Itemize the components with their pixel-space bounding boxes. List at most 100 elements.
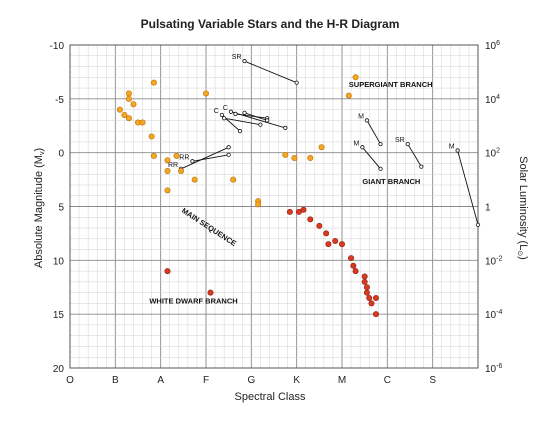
orange-star-point	[255, 201, 262, 208]
x-tick-label: S	[429, 375, 436, 386]
y-tick-label: -10	[50, 41, 65, 52]
orange-star-point	[148, 133, 155, 140]
orange-star-point	[191, 176, 198, 183]
track-end	[378, 166, 383, 171]
track-start	[242, 110, 247, 115]
y2-axis-label-end: )	[517, 256, 529, 260]
track-line	[244, 112, 268, 121]
red-star-point	[372, 311, 379, 318]
red-star-point	[361, 278, 368, 285]
track-end	[237, 129, 243, 134]
y2-axis-label: Solar Luminosity (L⊙)	[516, 156, 529, 260]
red-star-point	[350, 262, 357, 269]
track-end	[378, 141, 383, 147]
red-star-point	[164, 268, 171, 275]
axis-ticks: O B A F G K M C S -10 -5 0 5 10 15 20 106 104 102 1 10-2 10-4…	[50, 40, 503, 386]
orange-star-point	[150, 79, 157, 86]
orange-star-point	[116, 106, 123, 113]
region-label: MAIN SEQUENCE	[180, 206, 238, 248]
orange-star-point	[164, 187, 171, 194]
region-label: GIANT BRANCH	[362, 177, 420, 186]
track-label: SR	[232, 54, 242, 61]
red-star-point	[338, 241, 345, 248]
track-end	[294, 80, 299, 85]
x-tick-label: A	[157, 375, 164, 386]
y-axis-label-main: Absolute Magnitude (M	[33, 155, 45, 268]
orange-star-point	[282, 151, 289, 158]
star-points	[116, 74, 379, 318]
track-line	[366, 120, 381, 145]
orange-star-point	[125, 90, 132, 97]
track-start	[364, 118, 370, 123]
orange-star-point	[173, 152, 180, 159]
y-tick-label: 10	[53, 256, 65, 267]
track-label: C	[223, 105, 228, 112]
x-axis-label: Spectral Class	[235, 391, 306, 403]
red-star-point	[316, 222, 323, 229]
track-line	[457, 150, 479, 225]
red-star-point	[300, 206, 307, 213]
orange-star-point	[291, 155, 298, 162]
track-line	[180, 146, 229, 170]
red-star-point	[307, 216, 314, 223]
track-label: C	[214, 108, 219, 115]
track-label: M	[449, 144, 455, 151]
orange-star-point	[164, 157, 171, 164]
orange-star-point	[345, 92, 352, 99]
plot-frame	[69, 44, 479, 369]
red-star-point	[363, 289, 370, 296]
orange-star-point	[352, 74, 359, 81]
red-star-point	[366, 295, 373, 302]
track-end	[283, 125, 288, 131]
x-tick-label: G	[247, 375, 255, 386]
track-label: RR	[179, 154, 189, 161]
y2-tick-label: 10-2	[485, 255, 502, 267]
track-line	[224, 117, 261, 126]
orange-star-point	[178, 167, 185, 174]
orange-star-point	[139, 119, 146, 126]
y2-axis-label-sub: ⊙	[516, 250, 523, 256]
red-star-point	[361, 273, 368, 280]
track-line	[235, 113, 268, 119]
red-star-point	[352, 268, 359, 275]
track-label: M	[354, 140, 360, 147]
y2-tick-label: 10-6	[485, 363, 502, 375]
track-label: M	[358, 113, 364, 120]
red-star-point	[286, 208, 293, 215]
orange-star-point	[150, 152, 157, 159]
track-end	[265, 118, 270, 123]
x-tick-label: K	[293, 375, 300, 386]
red-star-point	[323, 230, 330, 237]
y-tick-label: 15	[53, 310, 65, 321]
track-start	[222, 116, 227, 121]
y-axis-label-end: )	[33, 148, 45, 152]
y2-tick-label: 1	[485, 203, 491, 214]
track-line	[192, 154, 229, 162]
red-star-point	[372, 295, 379, 302]
y-tick-label: -5	[55, 95, 64, 106]
orange-star-point	[203, 90, 210, 97]
track-start	[360, 145, 365, 150]
orange-star-point	[318, 144, 325, 151]
red-star-point	[207, 289, 214, 296]
track-start	[455, 148, 460, 153]
red-star-point	[348, 255, 355, 262]
track-start	[242, 59, 247, 64]
track-start	[228, 109, 234, 114]
y2-tick-label: 10-4	[485, 309, 502, 321]
track-label: SR	[395, 137, 405, 144]
track-end	[226, 145, 231, 150]
y-tick-label: 0	[58, 149, 64, 160]
track-label: RR	[168, 162, 178, 169]
orange-star-point	[125, 95, 132, 102]
orange-star-point	[125, 115, 132, 122]
track-line	[244, 60, 297, 84]
track-start	[219, 112, 224, 118]
x-tick-label: C	[384, 375, 391, 386]
y-tick-label: 5	[58, 203, 64, 214]
red-star-point	[332, 237, 339, 244]
red-star-point	[325, 241, 332, 248]
track-start	[190, 159, 195, 164]
orange-star-point	[230, 176, 237, 183]
